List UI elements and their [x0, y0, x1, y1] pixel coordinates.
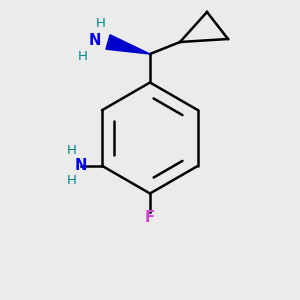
Text: N: N	[75, 158, 87, 173]
Polygon shape	[106, 35, 150, 54]
Text: H: H	[67, 144, 77, 157]
Text: H: H	[78, 50, 87, 63]
Text: H: H	[67, 174, 77, 187]
Text: F: F	[145, 210, 155, 225]
Text: H: H	[96, 17, 105, 31]
Text: N: N	[88, 33, 101, 48]
